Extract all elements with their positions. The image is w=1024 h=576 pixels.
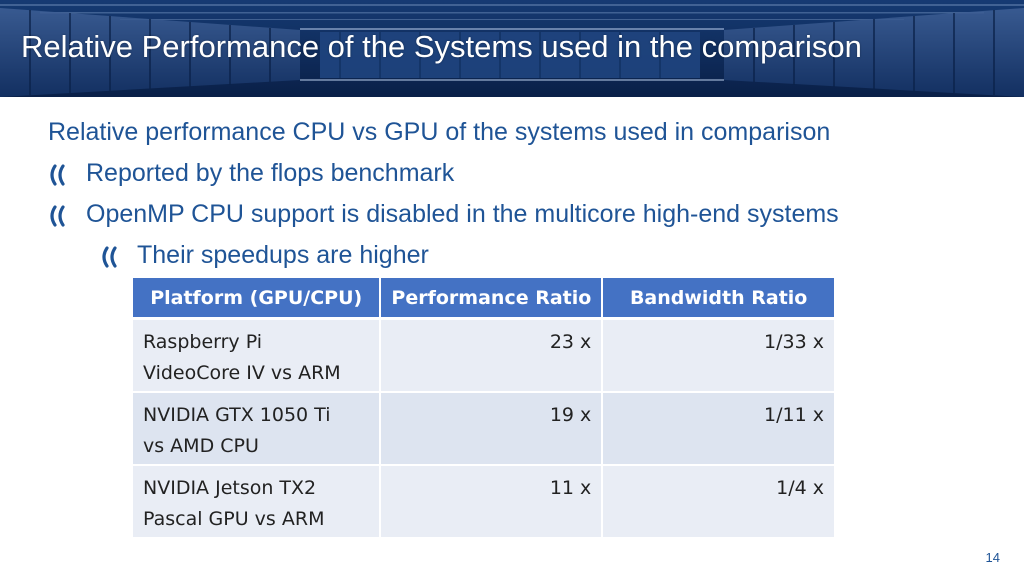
table-header-row: Platform (GPU/CPU) Performance Ratio Ban…: [133, 278, 834, 320]
header-banner: Relative Performance of the Systems used…: [0, 0, 1024, 97]
platform-line-1: NVIDIA Jetson TX2: [143, 477, 317, 499]
double-chevron-icon: [50, 164, 65, 186]
datacenter-background-image: [0, 0, 1024, 97]
double-chevron-icon: [50, 205, 65, 227]
cell-bandwidth-ratio: 1/4 x: [602, 465, 834, 539]
cell-platform: NVIDIA Jetson TX2 Pascal GPU vs ARM: [133, 465, 382, 539]
platform-line-1: NVIDIA GTX 1050 Ti: [143, 404, 331, 426]
cell-performance-ratio: 19 x: [380, 392, 604, 466]
column-header-platform: Platform (GPU/CPU): [133, 278, 382, 320]
comparison-table: Platform (GPU/CPU) Performance Ratio Ban…: [133, 278, 834, 539]
body-line-4: Their speedups are higher: [137, 241, 429, 269]
cell-platform: Raspberry Pi VideoCore IV vs ARM: [133, 318, 382, 393]
table-row: NVIDIA Jetson TX2 Pascal GPU vs ARM 11 x…: [133, 465, 834, 539]
platform-line-1: Raspberry Pi: [143, 331, 263, 353]
cell-platform: NVIDIA GTX 1050 Ti vs AMD CPU: [133, 392, 382, 466]
platform-line-2: vs AMD CPU: [143, 435, 259, 457]
page-number: 14: [985, 550, 1000, 565]
cell-performance-ratio: 11 x: [380, 465, 604, 539]
cell-bandwidth-ratio: 1/11 x: [602, 392, 834, 466]
body-line-2: Reported by the flops benchmark: [86, 159, 455, 187]
cell-performance-ratio: 23 x: [380, 318, 604, 393]
column-header-performance-ratio: Performance Ratio: [380, 278, 604, 320]
cell-bandwidth-ratio: 1/33 x: [602, 318, 834, 393]
double-chevron-icon: [102, 246, 117, 268]
platform-line-2: VideoCore IV vs ARM: [143, 362, 341, 384]
slide-title: Relative Performance of the Systems used…: [21, 29, 862, 64]
column-header-bandwidth-ratio: Bandwidth Ratio: [602, 278, 834, 320]
body-line-1: Relative performance CPU vs GPU of the s…: [48, 118, 831, 146]
table-row: NVIDIA GTX 1050 Ti vs AMD CPU 19 x 1/11 …: [133, 392, 834, 466]
platform-line-2: Pascal GPU vs ARM: [143, 508, 325, 530]
body-line-3: OpenMP CPU support is disabled in the mu…: [86, 200, 839, 228]
table-row: Raspberry Pi VideoCore IV vs ARM 23 x 1/…: [133, 318, 834, 393]
